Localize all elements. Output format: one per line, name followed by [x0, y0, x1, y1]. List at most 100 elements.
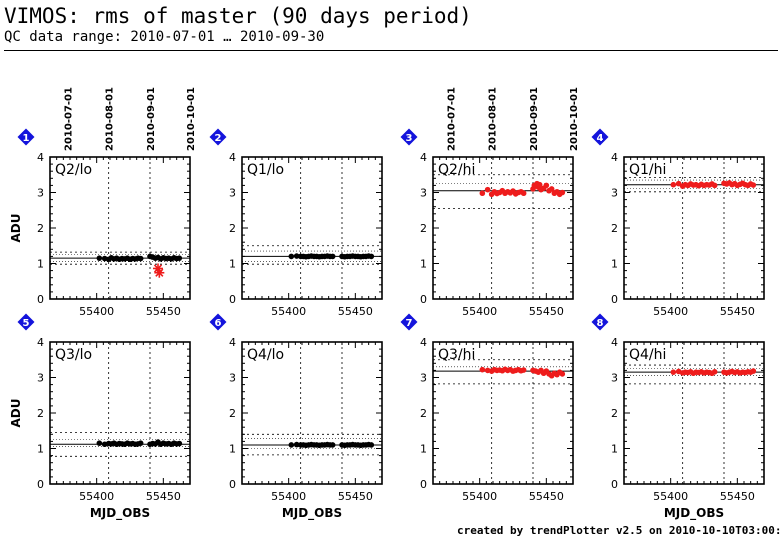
data-point	[288, 442, 295, 448]
page-subtitle: QC data range: 2010-07-01 … 2010-09-30	[4, 29, 325, 45]
badge-diamond	[591, 313, 609, 331]
panel-number-badge: 7	[400, 313, 418, 331]
y-tick-label: 2	[420, 407, 427, 420]
panel-number-badge: 8	[591, 313, 609, 331]
date-tick-label: 2010-09-01	[529, 87, 540, 151]
y-tick-label: 1	[420, 258, 427, 271]
y-tick-label: 4	[420, 336, 427, 349]
y-tick-label: 1	[37, 443, 44, 456]
plot-panel-8: 0 1 2 3 4 55400 55450 Q4/hi MJD_OBS 8	[591, 313, 765, 521]
y-tick-label: 0	[37, 478, 44, 491]
y-tick-label: 4	[229, 336, 236, 349]
y-tick-label: 4	[37, 336, 44, 349]
plot-panel-4: 0 1 2 3 4 55400 55450 Q1/hi 4	[591, 128, 765, 318]
data-point	[293, 253, 300, 259]
y-tick-label: 4	[229, 151, 236, 164]
badge-number: 4	[597, 133, 604, 144]
y-tick-label: 1	[37, 258, 44, 271]
data-point	[670, 181, 677, 188]
badge-number: 8	[597, 318, 604, 329]
data-point	[329, 253, 336, 260]
data-point	[288, 253, 295, 260]
x-axis-label: MJD_OBS	[90, 506, 150, 521]
y-tick-label: 2	[611, 222, 618, 235]
data-point	[479, 366, 486, 373]
data-point	[543, 182, 550, 189]
title-divider	[4, 50, 778, 51]
x-axis-label: MJD_OBS	[282, 506, 342, 521]
plot-frame	[49, 341, 191, 485]
badge-number: 6	[215, 318, 222, 329]
y-tick-label: 0	[420, 293, 427, 306]
y-tick-label: 2	[420, 222, 427, 235]
y-tick-label: 3	[229, 372, 236, 385]
y-tick-label: 4	[37, 151, 44, 164]
plot-frame	[241, 156, 383, 300]
data-point	[137, 255, 144, 262]
x-tick-label: 55450	[338, 305, 373, 318]
y-tick-label: 4	[611, 336, 618, 349]
page-title: VIMOS: rms of master (90 days period)	[4, 4, 472, 28]
plot-panel-2: 0 1 2 3 4 55400 55450 Q1/lo 2	[209, 128, 383, 318]
data-point	[96, 255, 103, 261]
panel-label: Q1/hi	[629, 162, 666, 178]
x-tick-label: 55450	[338, 490, 373, 503]
x-tick-label: 55400	[462, 490, 497, 503]
data-point	[520, 190, 527, 197]
y-tick-label: 1	[229, 443, 236, 456]
plot-panel-1: 0 1 2 3 4 55400 55450 Q2/lo ADU 2010-07-01 2010-08…	[9, 87, 197, 318]
x-tick-label: 55400	[653, 490, 688, 503]
y-tick-label: 2	[37, 407, 44, 420]
data-point	[329, 442, 336, 448]
panel-label: Q4/hi	[629, 347, 666, 363]
date-tick-label: 2010-10-01	[186, 87, 197, 151]
panel-label: Q2/lo	[55, 162, 92, 178]
data-point	[559, 189, 566, 196]
data-point	[484, 186, 491, 193]
badge-diamond	[591, 128, 609, 146]
data-point	[750, 182, 757, 188]
panel-label: Q3/hi	[438, 347, 475, 363]
x-tick-label: 55450	[146, 305, 181, 318]
x-tick-label: 55450	[529, 490, 564, 503]
panel-number-badge: 5	[17, 313, 35, 331]
plot-panel-7: 0 1 2 3 4 55400 55450 Q3/hi 7	[400, 313, 574, 503]
badge-diamond	[400, 313, 418, 331]
data-point	[559, 371, 566, 377]
date-tick-label: 2010-09-01	[146, 87, 157, 151]
x-tick-label: 55450	[529, 305, 564, 318]
plot-frame	[241, 341, 383, 485]
plot-panel-6: 0 1 2 3 4 55400 55450 Q4/lo MJD_OBS 6	[209, 313, 383, 521]
badge-diamond	[209, 313, 227, 331]
data-point	[750, 368, 757, 374]
plot-frame	[623, 341, 765, 485]
badge-number: 1	[23, 133, 30, 144]
y-tick-label: 1	[611, 443, 618, 456]
data-point	[711, 182, 718, 189]
plot-frame	[49, 156, 191, 300]
y-tick-label: 3	[611, 187, 618, 200]
y-axis-label: ADU	[9, 399, 23, 428]
y-tick-label: 2	[229, 407, 236, 420]
x-tick-label: 55400	[79, 490, 114, 503]
panel-label: Q4/lo	[247, 347, 284, 363]
date-tick-label: 2010-10-01	[569, 87, 580, 151]
badge-number: 7	[406, 318, 413, 329]
data-point	[368, 442, 375, 448]
date-tick-label: 2010-08-01	[488, 87, 499, 151]
y-tick-label: 3	[37, 372, 44, 385]
y-tick-label: 3	[611, 372, 618, 385]
data-point	[293, 441, 300, 448]
panel-label: Q3/lo	[55, 347, 92, 363]
data-point	[520, 367, 527, 373]
star-stroke	[155, 268, 164, 277]
y-tick-label: 1	[420, 443, 427, 456]
data-point	[548, 186, 555, 192]
y-tick-label: 0	[229, 478, 236, 491]
y-tick-label: 0	[229, 293, 236, 306]
y-tick-label: 0	[420, 478, 427, 491]
x-tick-label: 55400	[271, 490, 306, 503]
x-tick-label: 55450	[146, 490, 181, 503]
data-point	[675, 180, 682, 187]
